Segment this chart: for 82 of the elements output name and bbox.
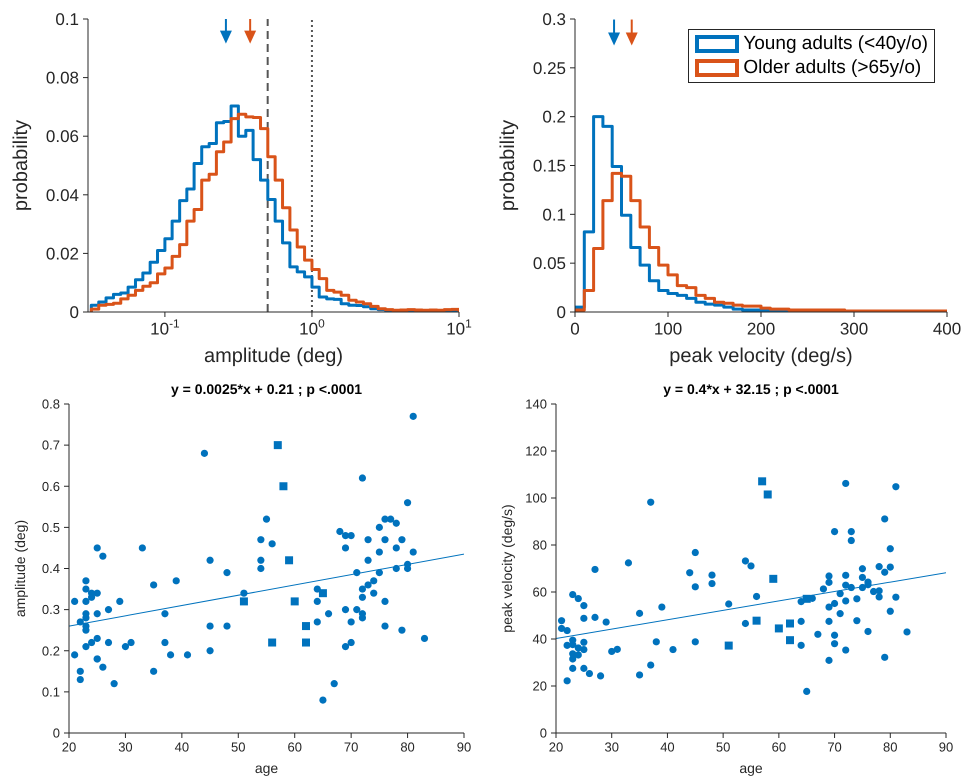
- point: [290, 597, 299, 606]
- point: [274, 441, 282, 450]
- y-tick-label: 0: [540, 726, 547, 741]
- y-tick-label: 0.7: [42, 438, 60, 453]
- y-tick-label: 0.1: [55, 10, 79, 29]
- y-axis-title: probability: [497, 120, 520, 212]
- x-axis-title: age: [739, 760, 763, 776]
- point: [752, 616, 761, 625]
- x-tick-label: 70: [827, 740, 842, 755]
- y-tick-label: 40: [532, 632, 547, 647]
- point: [302, 622, 310, 630]
- y-tick-label: 20: [532, 678, 547, 694]
- y-tick-label: 100: [525, 490, 547, 506]
- x-tick-label: 30: [118, 740, 133, 755]
- y-tick-label: 0.1: [42, 684, 60, 700]
- point: [724, 642, 733, 650]
- x-tick-label: 70: [344, 740, 358, 755]
- point: [769, 574, 778, 583]
- x-tick-label: 90: [456, 740, 472, 755]
- x-tick-label: 10$^{1}$: [446, 316, 472, 338]
- point: [279, 482, 288, 490]
- chart-title: y = 0.4*x + 32.15 ; p <.0001: [662, 381, 840, 397]
- point: [786, 636, 794, 644]
- y-tick-label: 0.25: [532, 58, 566, 78]
- legend-label: Young adults (<40y/o): [743, 33, 928, 55]
- y-tick-label: 0.2: [42, 643, 60, 658]
- y-tick-label: 0.02: [46, 244, 79, 264]
- x-tick-label: 80: [400, 740, 415, 755]
- y-tick-label: 0: [52, 726, 60, 741]
- legend-label: Older adults (>65y/o): [743, 57, 922, 79]
- x-axis-title: age: [254, 760, 278, 776]
- x-axis-title: peak velocity (deg/s): [669, 345, 853, 367]
- y-tick-label: 0.3: [42, 602, 60, 618]
- x-tick-label: 90: [938, 740, 954, 755]
- point: [764, 490, 772, 498]
- point: [302, 638, 310, 647]
- point: [758, 477, 766, 486]
- x-tick-label: 400: [932, 319, 962, 338]
- point: [285, 556, 294, 564]
- point: [786, 619, 794, 628]
- x-tick-label: 40: [174, 740, 190, 755]
- y-tick-label: 0.4: [42, 561, 60, 576]
- y-tick-label: 140: [525, 396, 547, 412]
- y-tick-label: 0.6: [42, 478, 60, 494]
- y-tick-label: 0.2: [542, 108, 566, 127]
- x-tick-label: 60: [287, 740, 302, 755]
- y-tick-label: 120: [525, 444, 547, 459]
- x-tick-label: 0: [570, 319, 580, 338]
- y-axis-title: peak velocity (deg/s): [498, 504, 515, 633]
- y-tick-label: 0: [556, 302, 566, 322]
- x-tick-label: 10$^{-1}$: [150, 316, 180, 338]
- point: [774, 624, 783, 632]
- y-tick-label: 80: [532, 538, 547, 553]
- x-axis-title: amplitude (deg): [204, 345, 343, 367]
- x-tick-label: 100: [654, 319, 682, 338]
- y-tick-label: 60: [532, 584, 547, 600]
- y-tick-label: 0.8: [42, 396, 60, 412]
- x-tick-label: 10$^{0}$: [299, 316, 326, 338]
- x-tick-label: 80: [883, 740, 898, 755]
- x-tick-label: 50: [716, 740, 730, 755]
- x-tick-label: 200: [746, 319, 776, 338]
- point: [240, 597, 248, 606]
- point: [268, 638, 276, 647]
- y-tick-label: 0.05: [532, 254, 566, 274]
- y-axis-title: amplitude (deg): [12, 520, 28, 618]
- y-tick-label: 0: [70, 302, 79, 322]
- y-tick-label: 0.06: [46, 127, 79, 146]
- point: [802, 594, 811, 603]
- x-tick-label: 50: [231, 740, 246, 755]
- y-tick-label: 0.5: [42, 520, 60, 535]
- x-tick-label: 30: [604, 740, 619, 755]
- x-tick-label: 300: [840, 319, 868, 338]
- y-tick-label: 0.04: [46, 186, 79, 205]
- point: [318, 589, 327, 598]
- y-tick-label: 0.08: [46, 68, 79, 88]
- y-axis-title: probability: [10, 120, 32, 212]
- y-tick-label: 0.15: [532, 156, 566, 176]
- chart-title: y = 0.0025*x + 0.21 ; p <.0001: [170, 381, 364, 397]
- x-tick-label: 60: [772, 740, 786, 755]
- x-tick-label: 40: [660, 740, 675, 755]
- y-tick-label: 0.1: [542, 205, 566, 224]
- y-tick-label: 0.3: [542, 10, 566, 29]
